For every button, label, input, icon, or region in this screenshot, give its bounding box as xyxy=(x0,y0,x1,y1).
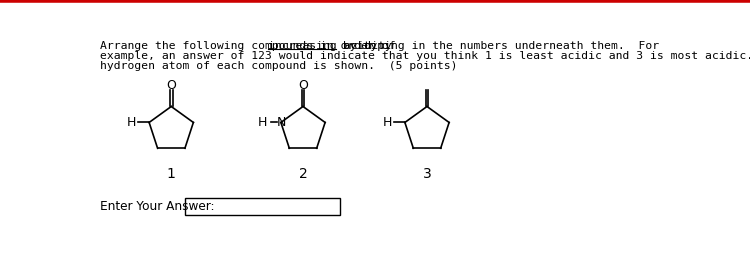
Text: 1: 1 xyxy=(166,166,176,180)
Text: 3: 3 xyxy=(423,166,431,180)
Text: Enter Your Answer:: Enter Your Answer: xyxy=(100,200,214,213)
Text: hydrogen atom of each compound is shown.  (5 points): hydrogen atom of each compound is shown.… xyxy=(100,61,458,71)
Text: H: H xyxy=(382,116,392,129)
Text: 2: 2 xyxy=(298,166,307,180)
Text: Arrange the following compounds in order of: Arrange the following compounds in order… xyxy=(100,41,403,51)
Text: increasing acidity: increasing acidity xyxy=(268,41,392,51)
Text: H: H xyxy=(127,116,136,129)
Text: example, an answer of 123 would indicate that you think 1 is least acidic and 3 : example, an answer of 123 would indicate… xyxy=(100,51,750,61)
Text: N: N xyxy=(277,116,286,129)
Text: by typing in the numbers underneath them.  For: by typing in the numbers underneath them… xyxy=(336,41,659,51)
FancyBboxPatch shape xyxy=(185,198,340,215)
Text: O: O xyxy=(298,79,308,92)
Text: H: H xyxy=(257,116,267,129)
Text: O: O xyxy=(166,79,176,92)
